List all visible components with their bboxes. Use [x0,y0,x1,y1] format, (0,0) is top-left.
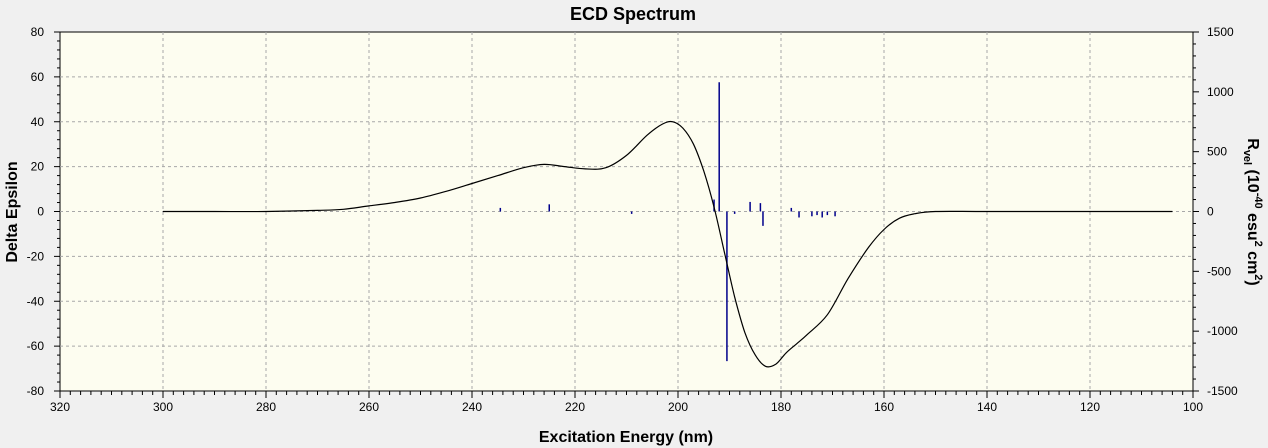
rotatory-strength-sticks [499,82,836,362]
x-axis: 320 300 280 260 240 220 200 180 160 140 120 100 [50,391,1203,414]
y2-tick-label: -1500 [1207,384,1238,398]
y2-title-sq2: 2 [1252,274,1264,280]
y2-title-r: R [1244,138,1261,150]
ecd-curve [163,120,1173,368]
x-tick-label: 200 [668,400,688,414]
y2-title-sq1: 2 [1252,241,1264,247]
x-tick-label: 220 [565,400,585,414]
x-tick-label: 180 [771,400,791,414]
y-tick-label: -60 [27,339,45,353]
x-axis-title: Excitation Energy (nm) [539,429,713,446]
chart-title: ECD Spectrum [570,4,696,24]
y2-tick-label: 1000 [1207,85,1234,99]
y-tick-label: -20 [27,249,45,263]
y2-title-cm: cm [1244,247,1261,275]
x-tick-label: 140 [977,400,997,414]
x-tick-label: 240 [462,400,482,414]
y2-title-open: (10 [1244,165,1261,193]
x-tick-label: 260 [359,400,379,414]
x-tick-label: 100 [1183,400,1203,414]
y-axis-right: 1500 1000 500 0 -500 -1000 -1500 [1193,25,1238,398]
x-tick-label: 160 [874,400,894,414]
y2-tick-label: -500 [1207,264,1231,278]
y2-tick-label: 1500 [1207,25,1234,39]
y-axis-title: Delta Epsilon [4,161,21,262]
y-tick-label: 80 [31,25,45,39]
y2-title-vel: vel [1241,150,1253,165]
y2-tick-label: 0 [1207,205,1214,219]
x-tick-label: 120 [1080,400,1100,414]
y-tick-label: 60 [31,70,45,84]
ecd-curve-layer [163,120,1173,368]
y2-title-exp: -40 [1252,193,1264,209]
y2-tick-label: -1000 [1207,324,1238,338]
y-axis-left: 80 60 40 20 0 -20 -40 -60 -80 [27,25,60,398]
y2-title-esu: esu [1244,209,1261,241]
y2-tick-label: 500 [1207,145,1227,159]
x-tick-label: 280 [256,400,276,414]
y-tick-label: -40 [27,294,45,308]
y-tick-label: 20 [31,160,45,174]
y-tick-label: -80 [27,384,45,398]
y2-title-close: ) [1244,280,1261,285]
grid-lines [60,32,1193,391]
x-tick-label: 320 [50,400,70,414]
y-tick-label: 40 [31,115,45,129]
y-tick-label: 0 [37,205,44,219]
y2-axis-title: Rvel (10-40 esu2 cm2) [1241,138,1264,286]
x-tick-label: 300 [153,400,173,414]
